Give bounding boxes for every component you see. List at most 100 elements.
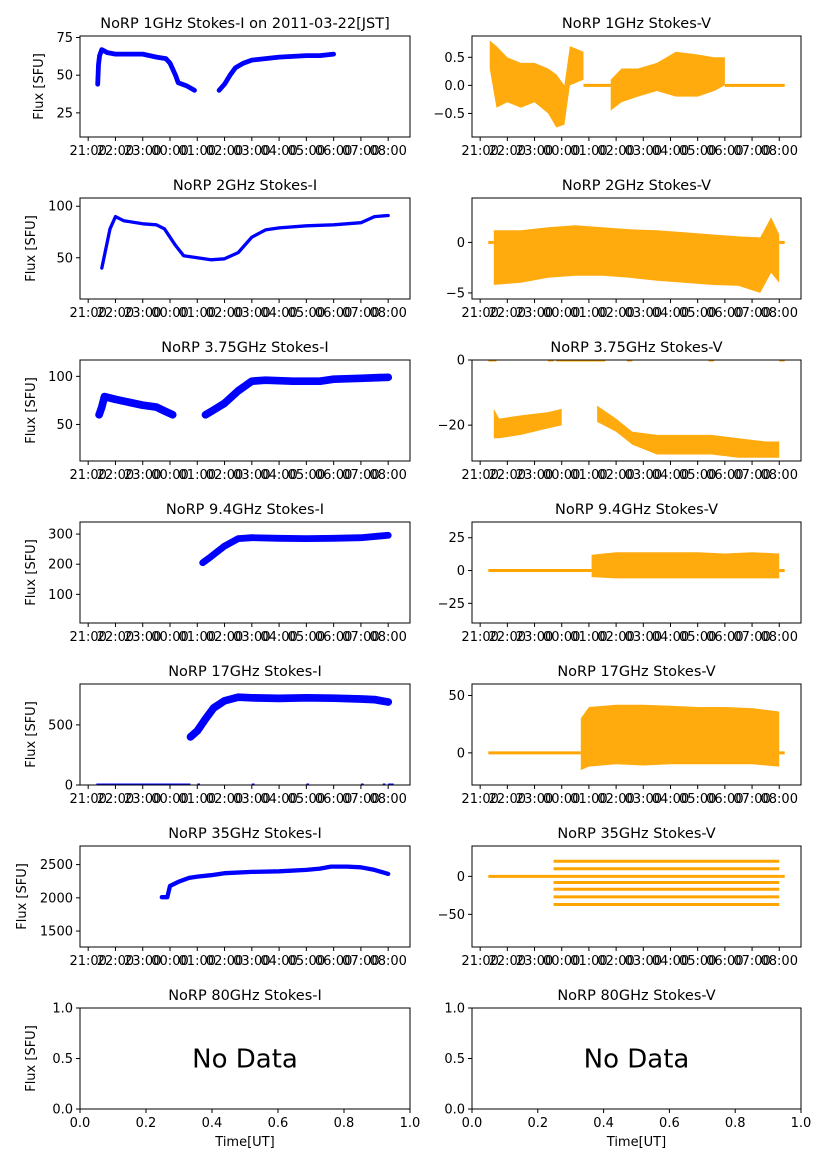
x-tick-label: 04:00 <box>652 954 689 969</box>
x-tick-label: 23:00 <box>516 468 553 483</box>
x-tick-label: 21:00 <box>69 468 106 483</box>
x-tick-label: 03:00 <box>625 144 662 159</box>
x-tick-label: 22:00 <box>489 630 526 645</box>
y-tick-label: 50 <box>448 689 465 704</box>
x-tick-label: 07:00 <box>733 306 770 321</box>
y-tick-label: 2000 <box>40 891 73 906</box>
x-tick-label: 23:00 <box>124 954 161 969</box>
subplot-title: NoRP 3.75GHz Stokes-V <box>550 340 722 356</box>
x-tick-label: 08:00 <box>761 144 798 159</box>
axes-frame <box>471 35 802 138</box>
y-tick-label: 0 <box>457 746 465 761</box>
data-layer <box>199 531 392 567</box>
x-tick-label: 05:00 <box>288 144 325 159</box>
x-tick-label: 0.4 <box>593 1116 614 1131</box>
subplot-10: NoRP 35GHz Stokes-I 1500 2000 2500 21:0022:0… <box>15 826 411 969</box>
x-tick-label: 08:00 <box>369 468 406 483</box>
x-tick-label: 06:00 <box>706 954 743 969</box>
data-layer <box>100 213 390 270</box>
y-tick-label: 1.0 <box>444 1002 465 1017</box>
x-tick-label: 23:00 <box>124 468 161 483</box>
x-tick-label: 04:00 <box>652 630 689 645</box>
x-tick-label: 05:00 <box>288 306 325 321</box>
x-tick-label: 23:00 <box>516 954 553 969</box>
x-tick-label: 08:00 <box>761 792 798 807</box>
x-tick-label: 22:00 <box>97 792 134 807</box>
x-tick-label: 01:00 <box>570 630 607 645</box>
x-tick-label: 0.0 <box>70 1116 91 1131</box>
x-tick-label: 1.0 <box>400 1116 421 1131</box>
x-tick-label: 07:00 <box>342 630 379 645</box>
subplot-5: NoRP 3.75GHz Stokes-V 0 −20 21:0022:0023:00… <box>438 340 802 483</box>
x-tick-label: 01:00 <box>570 144 607 159</box>
x-tick-label: 23:00 <box>516 792 553 807</box>
y-tick-label: 1500 <box>40 925 73 940</box>
subplot-title: NoRP 17GHz Stokes-V <box>557 664 715 680</box>
y-tick-label: 200 <box>48 558 73 573</box>
x-tick-label: 00:00 <box>151 144 188 159</box>
y-tick-label: 0.5 <box>444 51 465 66</box>
y-tick-label: 100 <box>48 200 73 215</box>
series-band <box>493 217 780 293</box>
x-tick-label: 0.6 <box>268 1116 289 1131</box>
x-tick-label: 05:00 <box>288 792 325 807</box>
x-tick-label: 22:00 <box>97 630 134 645</box>
x-tick-label: 06:00 <box>315 954 352 969</box>
subplot-1: NoRP 1GHz Stokes-V 0.5 0.0 −0.5 21:0022:0023… <box>433 16 802 159</box>
no-data-annotation: No Data <box>584 1045 690 1075</box>
x-tick-label: 03:00 <box>233 954 270 969</box>
x-tick-label: 07:00 <box>342 144 379 159</box>
x-tick-label: 04:00 <box>652 306 689 321</box>
x-tick-label: 21:00 <box>69 792 106 807</box>
x-tick-label: 07:00 <box>342 306 379 321</box>
x-tick-label: 05:00 <box>288 954 325 969</box>
series-band <box>493 408 562 439</box>
axes-frame <box>471 359 802 462</box>
x-tick-label: 21:00 <box>461 630 498 645</box>
x-tick-label: 04:00 <box>260 630 297 645</box>
axes-frame <box>79 845 411 948</box>
y-tick-label: 50 <box>56 418 73 433</box>
x-tick-label: 05:00 <box>288 630 325 645</box>
x-tick-label: 04:00 <box>260 306 297 321</box>
x-tick-label: 23:00 <box>124 630 161 645</box>
x-tick-label: 05:00 <box>679 144 716 159</box>
series-segment <box>201 373 393 419</box>
subplot-8: NoRP 17GHz Stokes-I 0 500 21:0022:0023:0000… <box>24 664 411 807</box>
x-tick-label: 02:00 <box>597 954 634 969</box>
x-tick-label: 00:00 <box>543 468 580 483</box>
y-axis-label: Flux [SFU] <box>24 701 39 768</box>
series-band <box>489 40 584 128</box>
x-tick-label: 21:00 <box>461 954 498 969</box>
series-segment <box>199 531 392 567</box>
x-tick-label: 00:00 <box>543 954 580 969</box>
x-tick-label: 22:00 <box>97 468 134 483</box>
x-tick-label: 06:00 <box>315 306 352 321</box>
x-tick-label: 23:00 <box>516 306 553 321</box>
x-tick-label: 07:00 <box>733 630 770 645</box>
y-tick-label: −20 <box>438 419 465 434</box>
x-tick-label: 0.4 <box>202 1116 223 1131</box>
x-tick-label: 23:00 <box>516 630 553 645</box>
x-tick-label: 02:00 <box>206 306 243 321</box>
subplot-title: NoRP 1GHz Stokes-V <box>562 16 711 32</box>
x-tick-label: 08:00 <box>761 468 798 483</box>
x-tick-label: 07:00 <box>733 144 770 159</box>
y-tick-label: 25 <box>448 531 465 546</box>
y-tick-label: 0 <box>457 564 465 579</box>
y-tick-label: 100 <box>48 588 73 603</box>
x-tick-label: 22:00 <box>97 954 134 969</box>
series-segment <box>95 392 177 419</box>
data-layer <box>488 552 785 579</box>
series-segment <box>100 213 390 270</box>
subplot-4: NoRP 3.75GHz Stokes-I 50 100 21:0022:0023:0… <box>24 340 411 483</box>
x-tick-label: 05:00 <box>679 792 716 807</box>
y-tick-label: 100 <box>48 370 73 385</box>
x-tick-label: 00:00 <box>151 954 188 969</box>
data-layer <box>96 693 394 785</box>
x-tick-label: 08:00 <box>761 306 798 321</box>
y-axis-label: Flux [SFU] <box>32 53 47 120</box>
x-axis-label: Time[UT] <box>214 1135 274 1150</box>
series-segment <box>216 51 336 93</box>
x-tick-label: 0.8 <box>334 1116 355 1131</box>
